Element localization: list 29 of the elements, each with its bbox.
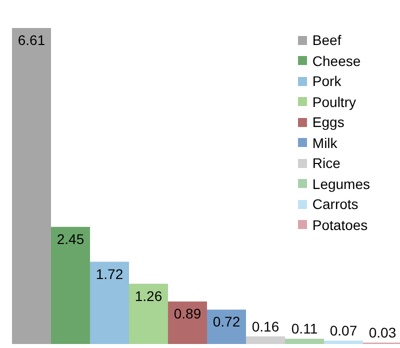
legend-label: Milk <box>312 134 338 152</box>
legend-label: Cheese <box>312 52 361 70</box>
data-label: 0.03 <box>368 324 396 341</box>
bar <box>285 338 324 344</box>
bar <box>168 301 207 344</box>
bar <box>324 340 363 344</box>
data-label: 1.72 <box>96 266 124 282</box>
legend-label: Poultry <box>312 92 356 112</box>
data-label: 0.89 <box>174 305 202 322</box>
data-label: 0.16 <box>252 318 280 334</box>
legend-label: Beef <box>312 31 342 50</box>
bar <box>51 226 90 344</box>
bar <box>90 262 129 344</box>
data-label: 6.61 <box>18 32 46 48</box>
bar <box>246 336 285 344</box>
legend-label: Rice <box>312 154 340 173</box>
bar <box>12 28 51 344</box>
legend-label: Eggs <box>312 113 344 132</box>
legend-label: Potatoes <box>312 216 368 234</box>
legend-label: Legumes <box>312 174 370 194</box>
data-label: 1.26 <box>134 288 162 304</box>
data-label: 0.07 <box>330 322 358 339</box>
data-label: 0.72 <box>212 314 240 330</box>
legend-label: Pork <box>312 72 342 91</box>
bar <box>129 284 168 344</box>
legend-label: Carrots <box>312 195 358 214</box>
data-label: 2.45 <box>56 230 84 247</box>
bar <box>207 310 246 344</box>
data-label: 0.11 <box>291 320 318 337</box>
